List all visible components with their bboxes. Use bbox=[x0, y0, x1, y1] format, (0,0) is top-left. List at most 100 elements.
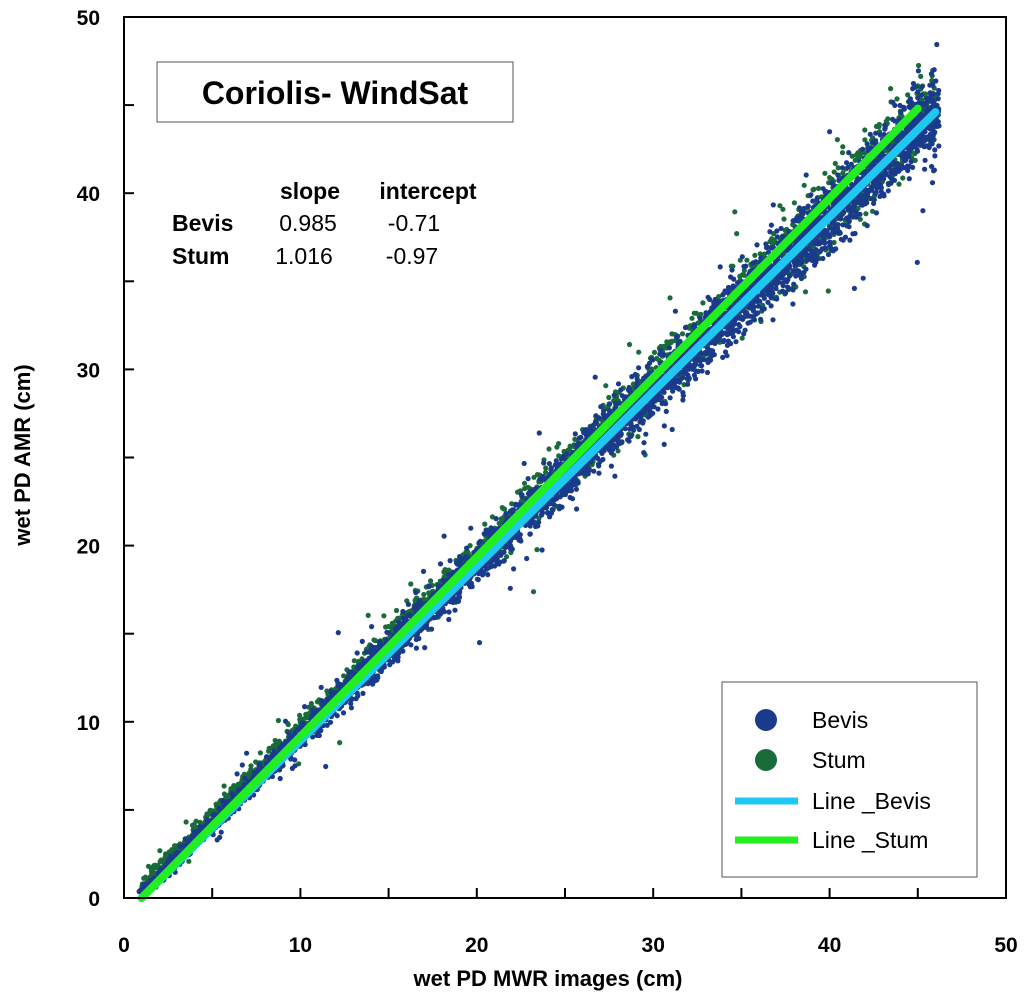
data-point bbox=[780, 206, 786, 212]
data-point bbox=[530, 589, 537, 595]
data-point bbox=[285, 730, 292, 736]
data-point bbox=[908, 159, 914, 165]
data-point bbox=[845, 164, 851, 170]
data-point bbox=[381, 613, 387, 619]
data-point bbox=[591, 468, 597, 474]
data-point bbox=[297, 712, 303, 719]
data-point bbox=[574, 506, 580, 512]
data-point bbox=[496, 520, 502, 526]
data-point bbox=[485, 572, 491, 578]
data-point bbox=[142, 874, 149, 880]
data-point bbox=[420, 568, 427, 575]
data-point bbox=[733, 339, 739, 345]
data-point bbox=[521, 460, 527, 467]
data-point bbox=[922, 166, 928, 172]
data-point bbox=[608, 450, 614, 456]
data-point bbox=[693, 310, 700, 316]
data-point bbox=[753, 259, 759, 265]
data-point bbox=[840, 144, 846, 150]
data-point bbox=[832, 160, 838, 167]
data-point bbox=[741, 263, 747, 270]
data-point bbox=[905, 92, 911, 98]
data-point bbox=[835, 165, 841, 171]
data-point bbox=[483, 527, 489, 533]
data-point bbox=[918, 73, 924, 79]
data-point bbox=[853, 209, 859, 215]
data-point bbox=[839, 150, 846, 156]
data-point bbox=[257, 750, 263, 756]
data-point bbox=[397, 615, 403, 621]
data-point bbox=[220, 797, 226, 804]
data-point bbox=[666, 345, 673, 351]
data-point bbox=[613, 444, 620, 450]
data-point bbox=[820, 255, 826, 262]
data-point bbox=[371, 637, 377, 643]
data-point bbox=[844, 215, 850, 221]
data-point bbox=[572, 431, 578, 437]
data-point bbox=[635, 434, 641, 440]
data-point bbox=[546, 446, 552, 452]
data-point bbox=[831, 239, 837, 246]
data-point bbox=[932, 147, 938, 153]
data-point bbox=[509, 501, 515, 507]
data-point bbox=[771, 237, 777, 243]
data-point bbox=[816, 185, 822, 191]
data-point bbox=[244, 750, 250, 756]
data-point bbox=[354, 650, 360, 656]
data-point bbox=[504, 554, 510, 560]
data-point bbox=[393, 607, 400, 614]
data-point bbox=[186, 858, 192, 864]
data-point bbox=[567, 443, 573, 449]
data-point bbox=[741, 267, 747, 274]
data-point bbox=[636, 365, 642, 371]
data-point bbox=[386, 630, 392, 636]
data-point bbox=[543, 465, 549, 471]
data-point bbox=[221, 791, 227, 797]
data-point bbox=[177, 844, 183, 850]
data-point bbox=[546, 461, 553, 467]
data-point bbox=[929, 180, 936, 186]
data-point bbox=[827, 175, 833, 181]
data-point bbox=[758, 316, 764, 322]
data-point bbox=[768, 303, 774, 309]
data-point bbox=[242, 775, 248, 782]
data-point bbox=[319, 698, 325, 704]
data-point bbox=[657, 347, 663, 353]
data-point bbox=[857, 216, 863, 222]
data-point bbox=[303, 712, 309, 718]
data-point bbox=[618, 387, 624, 393]
data-point bbox=[661, 351, 667, 357]
data-point bbox=[731, 276, 737, 282]
data-point bbox=[531, 474, 537, 480]
data-point bbox=[363, 649, 370, 655]
data-point bbox=[916, 62, 922, 69]
data-point bbox=[590, 422, 597, 428]
data-point bbox=[778, 225, 784, 232]
data-point bbox=[929, 163, 935, 170]
data-point bbox=[155, 862, 161, 869]
data-point bbox=[765, 299, 771, 305]
data-point bbox=[517, 536, 523, 542]
data-point bbox=[193, 825, 199, 831]
data-point bbox=[667, 295, 673, 301]
data-point bbox=[493, 516, 499, 522]
data-point bbox=[651, 349, 658, 355]
data-point bbox=[814, 196, 820, 202]
data-point bbox=[221, 783, 227, 789]
data-point bbox=[282, 718, 289, 724]
data-point bbox=[847, 237, 853, 243]
data-point bbox=[754, 242, 760, 248]
data-point bbox=[894, 96, 900, 102]
data-point bbox=[334, 677, 340, 683]
data-point bbox=[717, 264, 723, 270]
data-point bbox=[698, 311, 704, 317]
data-point bbox=[337, 740, 343, 746]
data-point bbox=[264, 754, 270, 760]
data-point bbox=[573, 486, 580, 492]
data-point bbox=[882, 125, 888, 131]
data-point bbox=[857, 153, 863, 159]
data-point bbox=[906, 104, 912, 110]
data-point bbox=[781, 216, 787, 222]
data-point bbox=[572, 436, 578, 442]
data-point bbox=[213, 801, 219, 807]
